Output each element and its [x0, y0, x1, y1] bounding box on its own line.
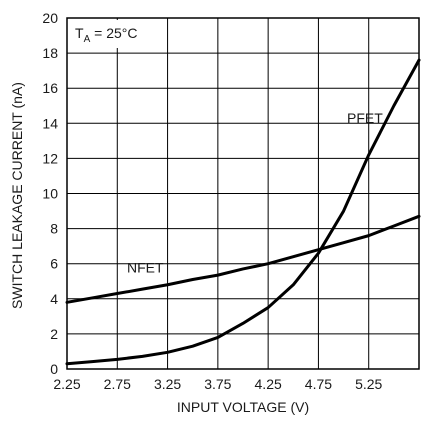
y-tick-label: 10 [42, 186, 58, 202]
annotation-background [69, 20, 161, 48]
y-tick-label: 16 [42, 80, 58, 96]
x-tick-label: 3.75 [204, 376, 231, 392]
y-tick-label: 20 [42, 10, 58, 26]
x-tick-label: 3.25 [154, 376, 181, 392]
y-tick-label: 14 [42, 115, 58, 131]
series-label-nfet: NFET [127, 259, 164, 275]
y-tick-label: 0 [50, 361, 58, 377]
y-tick-label: 2 [50, 326, 58, 342]
plot-frame [66, 17, 420, 370]
y-tick-label: 8 [50, 221, 58, 237]
y-tick-label: 12 [42, 150, 58, 166]
temperature-annotation: TA = 25°C [75, 25, 137, 45]
x-tick-label: 4.25 [255, 376, 282, 392]
y-tick-label: 4 [50, 291, 58, 307]
x-axis-title: INPUT VOLTAGE (V) [177, 399, 309, 415]
x-tick-labels: 2.25 2.75 3.25 3.75 4.25 4.75 5.25 [53, 376, 382, 392]
series-label-pfet: PFET [347, 110, 383, 126]
y-tick-label: 18 [42, 45, 58, 61]
y-tick-labels: 0 2 4 6 8 10 12 14 16 18 20 [42, 10, 58, 377]
x-tick-label: 5.25 [355, 376, 382, 392]
series-group: NFET PFET [65, 58, 421, 366]
series-line-pfet [65, 58, 421, 366]
grid [67, 18, 419, 369]
series-line-nfet [65, 214, 421, 304]
x-tick-label: 4.75 [305, 376, 332, 392]
y-tick-label: 6 [50, 256, 58, 272]
x-tick-label: 2.75 [104, 376, 131, 392]
x-tick-label: 2.25 [53, 376, 80, 392]
y-axis-title: SWITCH LEAKAGE CURRENT (nA) [9, 82, 25, 309]
